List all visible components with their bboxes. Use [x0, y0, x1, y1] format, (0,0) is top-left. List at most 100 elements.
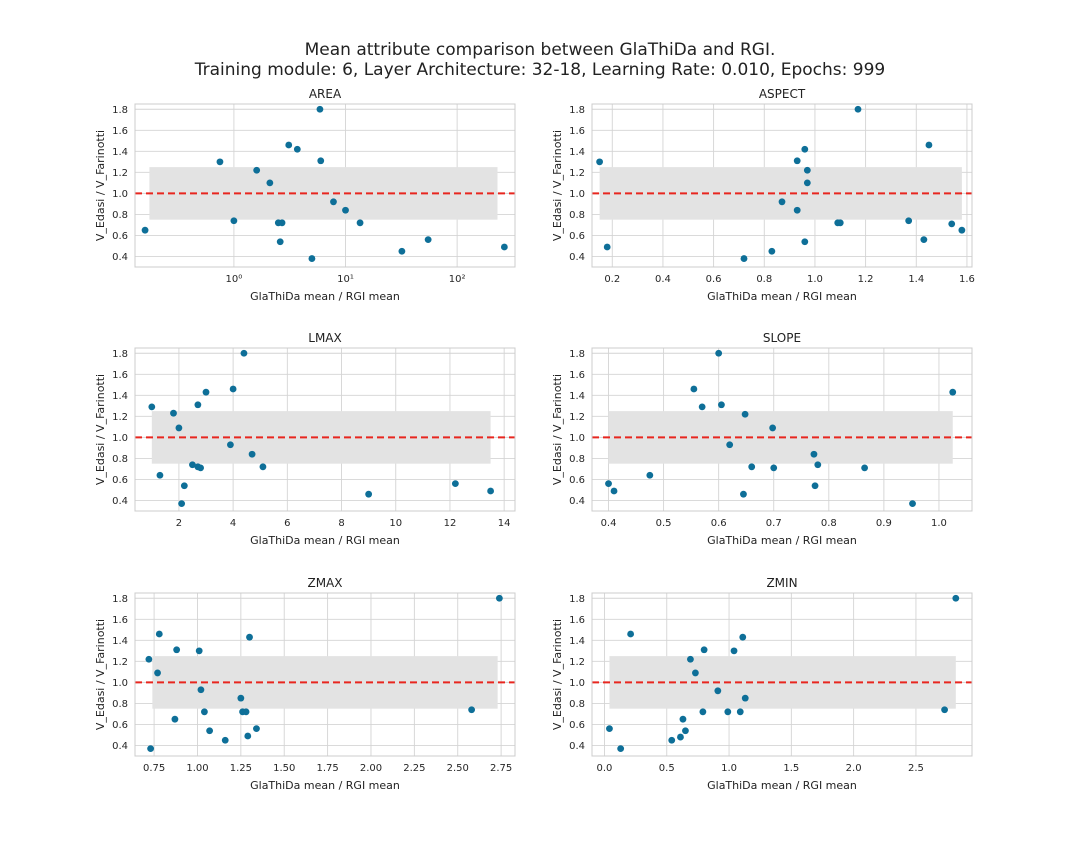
x-tick-label: 1.2	[858, 274, 874, 285]
data-point	[365, 490, 373, 498]
y-tick-label: 0.4	[569, 252, 585, 263]
y-tick-label: 0.8	[112, 210, 128, 221]
data-point	[276, 238, 284, 246]
x-tick-label: 1.5	[783, 763, 799, 774]
y-tick-label: 1.8	[569, 594, 585, 605]
x-tick-label: 1.0	[721, 763, 737, 774]
data-point	[603, 243, 611, 251]
y-tick-label: 1.6	[112, 126, 128, 137]
chart-area: 0.4 0.6 0.8 1.0 1.2 1.4 1.6 1.8 10⁰ 10¹ 10² AREA Gla…	[94, 87, 516, 303]
y-tick-label: 1.0	[569, 678, 585, 689]
figure-title: Mean attribute comparison between GlaThi…	[0, 40, 1080, 80]
y-axis-label: V_Edasi / V_Farinotti	[551, 619, 564, 730]
data-point	[803, 166, 811, 174]
x-tick-label: 8	[338, 518, 344, 529]
data-point	[141, 226, 149, 234]
y-tick-label: 1.4	[569, 636, 585, 647]
data-point	[248, 450, 256, 458]
x-tick-label: 12	[444, 518, 457, 529]
x-tick-label: 1.00	[186, 763, 208, 774]
plot-frame	[591, 103, 973, 268]
data-point	[147, 745, 155, 753]
data-point	[679, 715, 687, 723]
data-point	[316, 105, 324, 113]
data-point	[811, 482, 819, 490]
data-point	[244, 732, 252, 740]
data-point	[925, 141, 933, 149]
data-point	[769, 424, 777, 432]
y-tick-label: 0.4	[112, 741, 128, 752]
chart-zmin: 0.4 0.6 0.8 1.0 1.2 1.4 1.6 1.8 0.0 0.5 1.0 1.5 2.0 2…	[551, 576, 973, 792]
x-tick-label: 0.8	[756, 274, 772, 285]
plot-frame	[591, 347, 973, 512]
x-tick-label: 1.75	[316, 763, 338, 774]
data-point	[909, 500, 916, 508]
data-point	[148, 403, 156, 411]
x-tick-label: 2	[176, 518, 182, 529]
data-point	[468, 706, 476, 714]
y-tick-label: 0.4	[569, 496, 585, 507]
data-point	[778, 198, 786, 206]
data-point	[253, 166, 261, 174]
figure-title-line-2: Training module: 6, Layer Architecture: …	[194, 60, 886, 80]
x-tick-label: 0.6	[711, 518, 727, 529]
x-tick-label: 0.5	[659, 763, 675, 774]
y-tick-label: 1.8	[112, 349, 128, 360]
data-point	[726, 441, 734, 449]
data-point	[677, 733, 684, 741]
y-axis-label: V_Edasi / V_Farinotti	[94, 619, 107, 730]
y-tick-label: 1.2	[569, 412, 585, 423]
subplot-title: LMAX	[308, 331, 341, 345]
data-point	[861, 464, 869, 472]
data-point	[803, 179, 811, 187]
y-tick-label: 1.4	[112, 147, 128, 158]
data-point	[178, 500, 186, 508]
data-point	[201, 708, 208, 716]
y-tick-label: 1.6	[112, 370, 128, 381]
data-point	[627, 630, 635, 638]
data-point	[740, 490, 747, 498]
y-tick-label: 1.8	[112, 105, 128, 116]
y-tick-label: 1.0	[569, 189, 585, 200]
y-tick-label: 0.4	[569, 741, 585, 752]
y-tick-label: 1.6	[112, 615, 128, 626]
y-tick-label: 1.4	[569, 391, 585, 402]
data-point	[194, 401, 202, 409]
data-point	[836, 219, 844, 227]
data-point	[736, 708, 744, 716]
data-point	[740, 255, 748, 262]
y-axis-label: V_Edasi / V_Farinotti	[551, 130, 564, 241]
data-point	[242, 708, 250, 716]
y-tick-label: 0.8	[569, 699, 585, 710]
data-point	[605, 480, 612, 488]
data-point	[398, 247, 406, 255]
x-tick-label: 0.4	[601, 518, 617, 529]
y-tick-label: 1.2	[569, 168, 585, 179]
x-tick-label: 2.75	[490, 763, 512, 774]
x-axis-label: GlaThiDa mean / RGI mean	[707, 290, 857, 303]
data-point	[801, 145, 809, 153]
x-tick-label: 10	[389, 518, 402, 529]
subplot-title: AREA	[309, 87, 342, 101]
y-tick-label: 1.0	[569, 433, 585, 444]
y-tick-label: 0.8	[112, 454, 128, 465]
data-point	[206, 727, 214, 735]
data-point	[718, 401, 725, 409]
x-tick-label: 2.0	[846, 763, 862, 774]
data-point	[246, 633, 253, 641]
x-tick-label: 1.50	[273, 763, 295, 774]
data-point	[714, 687, 722, 695]
data-point	[197, 686, 205, 694]
data-point	[741, 694, 749, 702]
x-axis-label: GlaThiDa mean / RGI mean	[707, 779, 857, 792]
chart-slope: 0.4 0.6 0.8 1.0 1.2 1.4 1.6 1.8 0.4 0.5 0.6 0.7 0.8 0…	[551, 331, 973, 547]
chart-zmax: 0.4 0.6 0.8 1.0 1.2 1.4 1.6 1.8 0.75 1.00 1.25 1.50…	[94, 576, 516, 792]
data-point	[424, 236, 432, 244]
data-point	[229, 385, 237, 393]
data-point	[724, 708, 732, 716]
x-tick-label: 10⁰	[226, 274, 243, 285]
x-tick-label: 2.00	[360, 763, 382, 774]
y-tick-label: 1.0	[112, 678, 128, 689]
data-point	[330, 198, 337, 206]
